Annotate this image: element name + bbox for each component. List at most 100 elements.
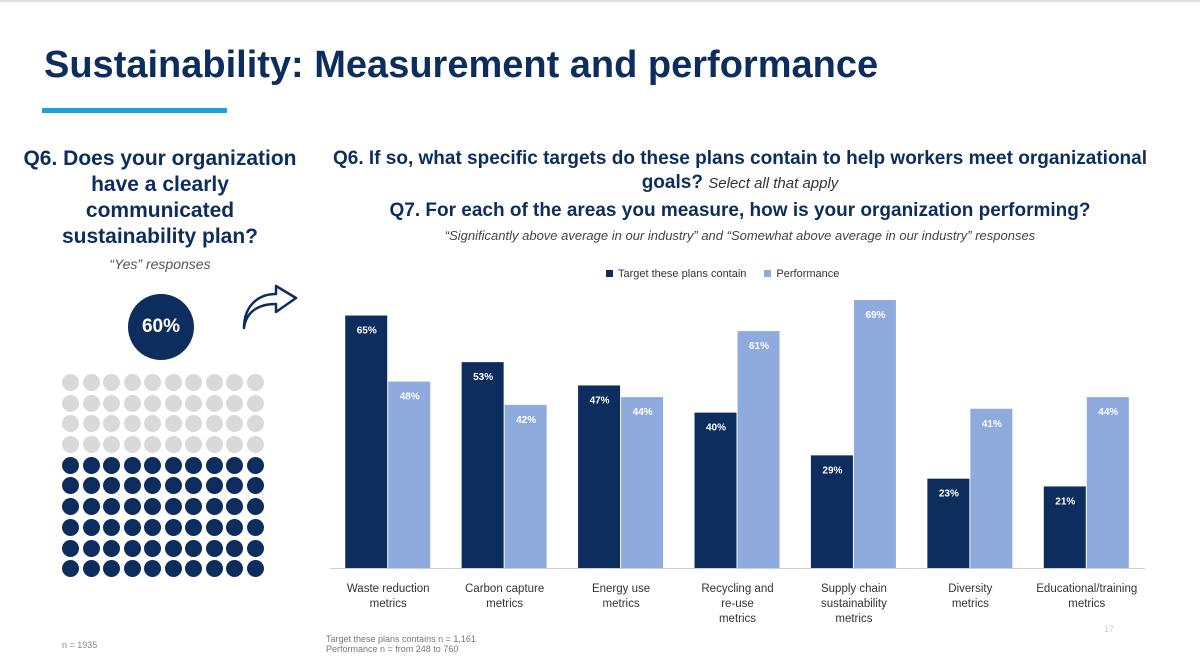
waffle-dot-filled bbox=[144, 477, 161, 495]
waffle-dot-empty bbox=[144, 436, 161, 454]
waffle-dot-filled bbox=[205, 539, 223, 557]
bar-performance bbox=[621, 397, 664, 568]
page-number: 17 bbox=[1104, 624, 1115, 634]
right-question-q6: Q6. If so, what specific targets do thes… bbox=[320, 147, 1160, 196]
waffle-dot-filled bbox=[82, 456, 100, 474]
waffle-dot-filled bbox=[226, 518, 243, 536]
yes-percent: 60% bbox=[141, 316, 181, 337]
waffle-dot-filled bbox=[205, 518, 223, 536]
waffle-dot-empty bbox=[246, 436, 264, 454]
waffle-dot-filled bbox=[164, 539, 182, 557]
waffle-dot-empty bbox=[82, 394, 100, 412]
waffle-dot-filled bbox=[62, 456, 79, 474]
waffle-dot-filled bbox=[103, 456, 120, 474]
waffle-dot-empty bbox=[226, 374, 243, 391]
waffle-dot-filled bbox=[123, 498, 141, 516]
waffle-dot-filled bbox=[103, 518, 120, 536]
waffle-dot-empty bbox=[62, 415, 79, 433]
waffle-dot-filled bbox=[103, 560, 120, 578]
waffle-dot-empty bbox=[144, 374, 161, 391]
waffle-dot-empty bbox=[246, 374, 264, 391]
data-label: 23% bbox=[939, 489, 959, 500]
category-label: metrics bbox=[835, 613, 872, 625]
waffle-dot-filled bbox=[103, 539, 120, 557]
waffle-dot-filled bbox=[144, 539, 161, 557]
waffle-dot-empty bbox=[205, 374, 223, 391]
data-label: 44% bbox=[1098, 407, 1118, 418]
legend-label: Target these plans contain bbox=[618, 268, 747, 280]
top-border bbox=[0, 0, 1200, 2]
left-sample-size: n = 1935 bbox=[62, 640, 98, 650]
waffle-dot-empty bbox=[226, 415, 243, 433]
legend-item-target: Target these plans contain bbox=[606, 268, 746, 280]
chart-legend: Target these plans contain Performance bbox=[606, 268, 839, 280]
bar-target bbox=[345, 315, 388, 568]
footnote-target: Target these plans contains n = 1,161 bbox=[326, 634, 476, 644]
data-label: 41% bbox=[982, 419, 1002, 430]
waffle-dot-empty bbox=[62, 436, 79, 454]
waffle-dot-empty bbox=[144, 415, 161, 433]
category-label: Energy use bbox=[592, 583, 650, 595]
right-question-q7: Q7. For each of the areas you measure, h… bbox=[389, 200, 1091, 221]
waffle-dot-filled bbox=[62, 477, 79, 495]
category-label: Waste reduction bbox=[347, 583, 430, 595]
waffle-dot-filled bbox=[185, 560, 202, 578]
waffle-dot-filled bbox=[82, 518, 100, 536]
category-label: metrics bbox=[1068, 598, 1105, 610]
waffle-dot-empty bbox=[185, 394, 202, 412]
waffle-dot-empty bbox=[144, 394, 161, 412]
q6-text: Q6. If so, what specific targets do thes… bbox=[332, 148, 1147, 193]
data-label: 40% bbox=[706, 423, 726, 434]
waffle-dot-filled bbox=[246, 477, 264, 495]
waffle-dot-empty bbox=[246, 415, 264, 433]
data-label: 65% bbox=[357, 326, 377, 337]
waffle-dot-filled bbox=[246, 518, 264, 536]
waffle-dot-empty bbox=[62, 374, 79, 391]
waffle-dot-empty bbox=[205, 394, 223, 412]
waffle-dot-filled bbox=[185, 456, 202, 474]
waffle-dot-empty bbox=[164, 415, 182, 433]
waffle-dot-filled bbox=[246, 498, 264, 516]
waffle-dot-empty bbox=[123, 394, 141, 412]
waffle-dot-filled bbox=[164, 456, 182, 474]
waffle-dot-filled bbox=[246, 560, 264, 578]
category-label: Carbon capture bbox=[465, 583, 544, 595]
waffle-dot-empty bbox=[185, 436, 202, 454]
data-label: 69% bbox=[865, 310, 885, 321]
waffle-dot-filled bbox=[246, 539, 264, 557]
waffle-dot-filled bbox=[103, 498, 120, 516]
waffle-dot-empty bbox=[82, 436, 100, 454]
data-label: 61% bbox=[749, 341, 769, 352]
waffle-dot-empty bbox=[123, 436, 141, 454]
waffle-dot-empty bbox=[82, 374, 100, 391]
category-label: Supply chain bbox=[821, 583, 887, 595]
waffle-dot-filled bbox=[185, 498, 202, 516]
waffle-dot-filled bbox=[62, 539, 79, 557]
waffle-dot-filled bbox=[103, 477, 120, 495]
waffle-dot-empty bbox=[103, 394, 120, 412]
data-label: 44% bbox=[633, 407, 653, 418]
bar-performance bbox=[853, 300, 896, 568]
waffle-dot-filled bbox=[205, 477, 223, 495]
waffle-dot-filled bbox=[226, 477, 243, 495]
bar-performance bbox=[737, 331, 780, 568]
bar-performance bbox=[504, 404, 547, 568]
data-label: 42% bbox=[516, 415, 536, 426]
bar-target bbox=[578, 385, 621, 568]
bar-target bbox=[927, 478, 970, 568]
waffle-dot-filled bbox=[185, 518, 202, 536]
waffle-dot-filled bbox=[226, 539, 243, 557]
left-subtitle: “Yes” responses bbox=[109, 256, 211, 272]
waffle-dot-empty bbox=[164, 374, 182, 391]
waffle-dot-filled bbox=[123, 560, 141, 578]
category-label: metrics bbox=[370, 598, 407, 610]
waffle-dot-empty bbox=[164, 436, 182, 454]
waffle-dot-empty bbox=[103, 415, 120, 433]
waffle-dot-filled bbox=[164, 518, 182, 536]
footnotes: Target these plans contains n = 1,161 Pe… bbox=[326, 634, 476, 654]
bar-target bbox=[694, 412, 737, 568]
category-label: Educational/training bbox=[1036, 583, 1137, 595]
waffle-dot-empty bbox=[185, 415, 202, 433]
data-label: 48% bbox=[400, 392, 420, 403]
